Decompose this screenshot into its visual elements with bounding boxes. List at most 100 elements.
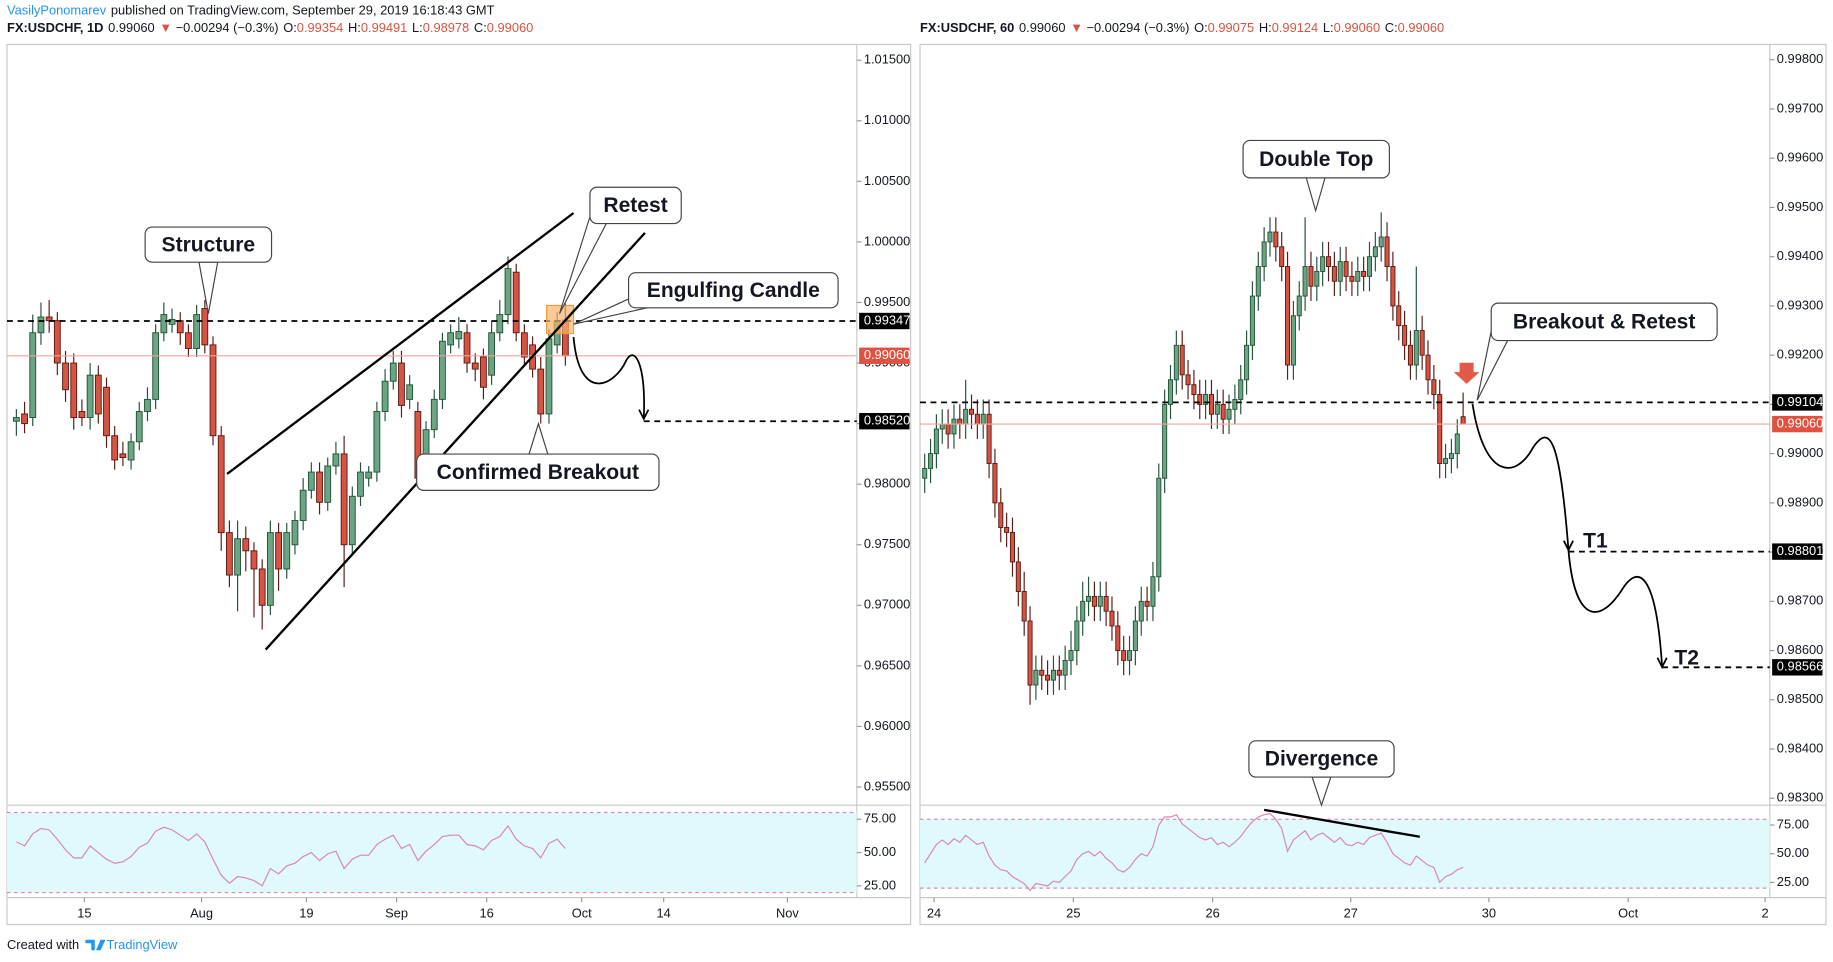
candle-body bbox=[1460, 416, 1466, 425]
candle-body bbox=[1431, 379, 1437, 396]
candle-body bbox=[70, 362, 78, 419]
ohlc-value: 0.99060 bbox=[487, 21, 533, 36]
candle-body bbox=[1273, 231, 1279, 248]
y-tick-label: 0.99500 bbox=[864, 294, 910, 309]
author[interactable]: VasilyPonomarev bbox=[7, 3, 107, 18]
candle-body bbox=[1454, 433, 1460, 455]
candle-body bbox=[1355, 270, 1361, 282]
x-tick-label: Nov bbox=[776, 905, 799, 920]
candle-body bbox=[209, 344, 217, 437]
candle-body bbox=[1366, 256, 1372, 277]
annotation: T2 bbox=[1674, 646, 1699, 669]
x-tick-label: Oct bbox=[1618, 905, 1638, 920]
candle-body bbox=[1220, 403, 1226, 420]
candle-body bbox=[537, 368, 545, 415]
callout-box bbox=[144, 226, 273, 263]
ohlc-label: H: bbox=[348, 21, 361, 36]
y-tick-label: 0.98300 bbox=[1777, 790, 1823, 805]
price-tag bbox=[859, 347, 910, 364]
candle-body bbox=[373, 411, 381, 473]
y-tick-label: 0.99800 bbox=[1777, 51, 1823, 66]
x-tick-label: 24 bbox=[927, 905, 941, 920]
arrow-head bbox=[638, 409, 650, 421]
brand[interactable]: TradingView bbox=[107, 937, 178, 952]
y-tick-label: 0.98600 bbox=[1777, 642, 1823, 657]
candle-body bbox=[21, 413, 28, 425]
candle-body bbox=[968, 408, 975, 415]
y-tick-label: 0.97500 bbox=[864, 536, 910, 551]
candle-body bbox=[234, 538, 241, 576]
engulfing-highlight bbox=[546, 304, 575, 335]
divergence-line bbox=[1263, 808, 1421, 838]
y-tick-label: 1.00000 bbox=[864, 233, 910, 248]
candle-body bbox=[1144, 600, 1150, 607]
ohlc-value: 0.99060 bbox=[1398, 21, 1444, 36]
symbol: FX:USDCHF, 1D bbox=[7, 21, 103, 36]
candle-body bbox=[1068, 650, 1074, 661]
candle-body bbox=[980, 413, 986, 425]
candle-body bbox=[266, 532, 274, 606]
y-tick-label: 0.99400 bbox=[1777, 248, 1823, 263]
sell-arrow bbox=[1453, 362, 1480, 384]
callout-box bbox=[416, 453, 660, 491]
callout-box bbox=[627, 272, 839, 309]
x-tick-label: Oct bbox=[572, 905, 592, 920]
annotation: Structure bbox=[162, 233, 256, 256]
candle-body bbox=[1413, 330, 1419, 366]
candle-body bbox=[1121, 650, 1127, 661]
pane-frame bbox=[6, 43, 912, 926]
candle-body bbox=[250, 550, 258, 570]
y-tick-label: 0.98000 bbox=[864, 476, 910, 491]
candle-body bbox=[512, 271, 520, 334]
candle-body bbox=[1009, 531, 1015, 563]
candle-body bbox=[307, 471, 315, 491]
candle-body bbox=[193, 314, 201, 349]
x-tick-label: 14 bbox=[657, 905, 671, 920]
price-tag-label: 0.99060 bbox=[1777, 415, 1823, 430]
last-price: 0.99060 bbox=[1019, 21, 1065, 36]
candle-body bbox=[1384, 236, 1390, 267]
candle-body bbox=[1062, 659, 1068, 676]
rsi-tick-label: 75.00 bbox=[864, 811, 896, 826]
ohlc-value: 0.99354 bbox=[297, 21, 343, 36]
candle-body bbox=[1419, 330, 1425, 356]
candle-body bbox=[998, 502, 1004, 528]
candle-body bbox=[37, 316, 45, 334]
candle-body bbox=[332, 453, 340, 467]
candle-body bbox=[1343, 261, 1349, 277]
y-tick-label: 0.95500 bbox=[864, 778, 910, 793]
annotation: Engulfing Candle bbox=[647, 279, 820, 302]
candle-body bbox=[1396, 305, 1402, 327]
candle-body bbox=[78, 411, 86, 419]
candle-body bbox=[1045, 674, 1051, 681]
publish-text: published on TradingView.com, September … bbox=[111, 3, 495, 18]
annotation: Retest bbox=[603, 194, 667, 217]
candle-body bbox=[283, 532, 291, 570]
candle-body bbox=[1314, 270, 1320, 287]
candle-body bbox=[922, 467, 928, 479]
candle-body bbox=[53, 320, 61, 364]
candle-body bbox=[545, 338, 553, 415]
rsi-band bbox=[7, 812, 857, 893]
candle-body bbox=[1197, 394, 1203, 405]
candle-body bbox=[974, 413, 980, 425]
arrow-head bbox=[1656, 657, 1668, 670]
x-tick-label: 30 bbox=[1482, 905, 1496, 920]
annotation: Divergence bbox=[1265, 748, 1378, 771]
callout-box bbox=[1490, 302, 1718, 342]
candle-body bbox=[1302, 266, 1308, 297]
legend: FX:USDCHF, 60 0.99060 ▼ −0.00294 (−0.3%) O:0… bbox=[920, 21, 1444, 36]
candle-body bbox=[1290, 315, 1296, 366]
projection-path bbox=[1471, 403, 1570, 551]
trend-line bbox=[264, 232, 646, 651]
candle-body bbox=[939, 423, 945, 430]
candle-body bbox=[127, 441, 135, 461]
candle-body bbox=[45, 316, 53, 322]
legend: FX:USDCHF, 1D 0.99060 ▼ −0.00294 (−0.3%) O:0… bbox=[7, 21, 533, 36]
x-tick-label: 19 bbox=[299, 905, 313, 920]
ohlc-value: 0.99124 bbox=[1272, 21, 1318, 36]
rsi-tick-label: 50.00 bbox=[864, 844, 896, 859]
candle-body bbox=[1402, 325, 1408, 346]
